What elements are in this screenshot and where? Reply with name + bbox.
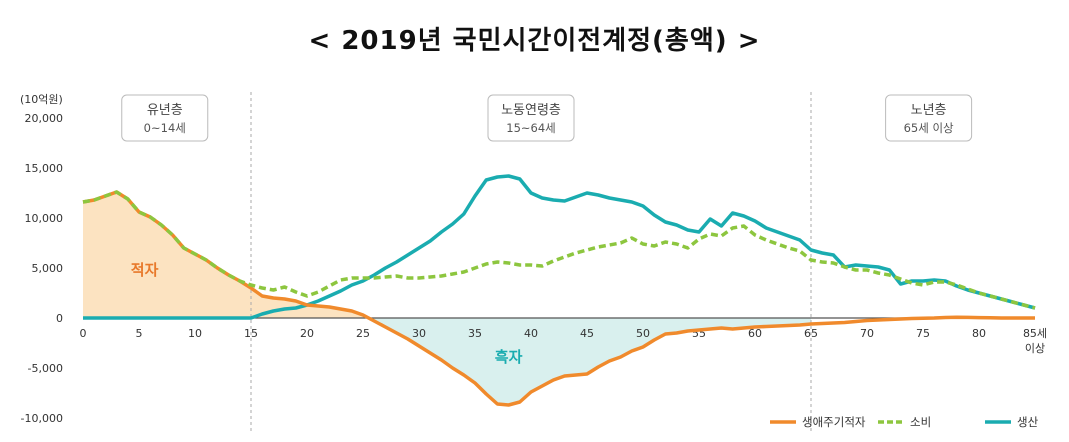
- x-tick-label: 75: [916, 327, 930, 340]
- x-tick-label: 5: [136, 327, 143, 340]
- x-tick-label: 70: [860, 327, 874, 340]
- y-tick-label: -10,000: [21, 412, 63, 425]
- x-tick-label: 25: [356, 327, 370, 340]
- x-tick-label: 50: [636, 327, 650, 340]
- stage-title: 노년층: [911, 103, 947, 118]
- y-tick-label: 10,000: [25, 212, 64, 225]
- x-tick-label-last: 85세: [1023, 327, 1047, 340]
- x-tick-label: 0: [80, 327, 87, 340]
- production-line: [83, 174, 1036, 320]
- legend-label: 소비: [910, 415, 931, 429]
- x-tick-label: 60: [748, 327, 762, 340]
- x-tick-label: 30: [412, 327, 426, 340]
- y-tick-label: 15,000: [25, 162, 64, 175]
- area-annotation: 흑자: [495, 348, 523, 366]
- stage-range: 15~64세: [506, 121, 555, 135]
- surplus-area: [368, 318, 811, 405]
- y-tick-label: 5,000: [32, 262, 64, 275]
- stage-title: 유년층: [147, 103, 183, 118]
- y-tick-label: 20,000: [25, 112, 64, 125]
- chart-title: < 2019년 국민시간이전계정(총액) >: [308, 26, 761, 56]
- stage-range: 65세 이상: [904, 121, 954, 135]
- x-tick-label: 35: [468, 327, 482, 340]
- deficit-area: [83, 192, 369, 318]
- stage-title: 노동연령층: [501, 103, 561, 118]
- x-tick-label: 10: [188, 327, 202, 340]
- stage-range: 0~14세: [144, 121, 186, 135]
- area-annotation: 적자: [131, 261, 159, 279]
- stage-box: [121, 94, 209, 142]
- x-tick-label-last-sub: 이상: [1025, 342, 1045, 355]
- x-tick-label: 45: [580, 327, 594, 340]
- x-tick-label: 20: [300, 327, 314, 340]
- x-tick-label: 80: [972, 327, 986, 340]
- y-tick-label: 0: [56, 312, 63, 325]
- y-tick-label: -5,000: [28, 362, 63, 375]
- x-tick-label: 40: [524, 327, 538, 340]
- x-tick-label: 15: [244, 327, 258, 340]
- legend-label: 생애주기적자: [802, 415, 866, 429]
- legend-label: 생산: [1017, 415, 1039, 429]
- y-unit-label: (10억원): [20, 93, 63, 106]
- stage-box: [487, 94, 575, 142]
- stage-box: [885, 94, 973, 142]
- x-tick-label: 65: [804, 327, 818, 340]
- consumption-line: [82, 190, 1036, 310]
